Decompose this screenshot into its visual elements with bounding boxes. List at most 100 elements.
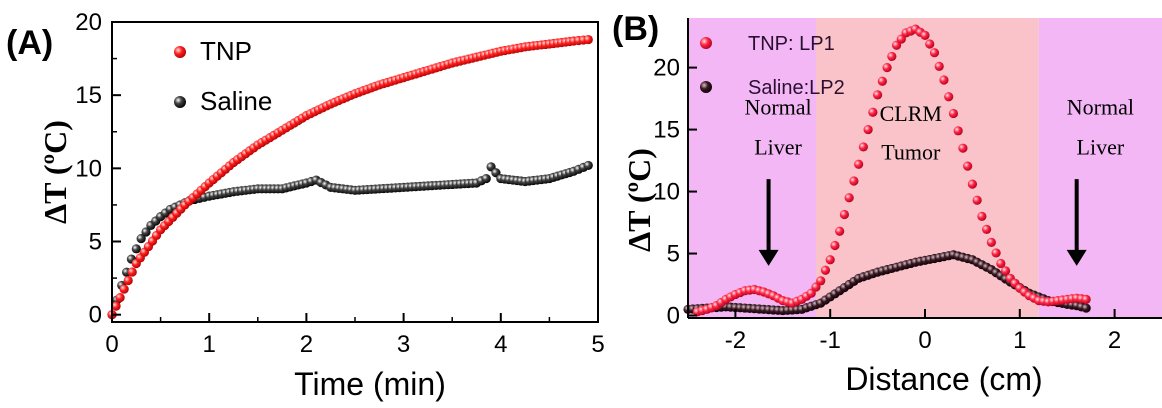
panel-b-legend: TNP: LP1 Saline:LP2 [700,33,845,99]
data-point-tnp-lp1 [925,39,935,49]
series-tnp-lp1 [692,24,1091,317]
data-point-tnp-lp1 [887,51,897,62]
data-point-tnp [115,293,125,303]
annotation-text: Liver [1077,134,1125,159]
data-point-tnp-lp1 [873,90,883,100]
region-normal-liver [1038,18,1162,318]
data-point-tnp-lp1 [1000,266,1011,276]
panel-b-y-axis-label: ΔT (ºC) [621,148,657,252]
data-point-tnp-lp1 [958,143,968,153]
annotation-text: CLRM [880,101,942,126]
annotation-text: Tumor [881,139,941,164]
data-point-tnp-lp1 [948,108,959,119]
data-point-tnp-lp1 [991,248,1001,258]
y-tick-label: 0 [89,302,102,329]
data-point-tnp-lp1 [830,240,840,251]
y-tick-label: 10 [653,179,680,206]
data-point-tnp-lp1 [986,237,996,247]
data-point-saline-lp2 [1081,303,1091,313]
x-tick-label: 5 [591,331,604,358]
data-point-tnp-lp1 [982,224,992,234]
annotation-text: Normal [744,95,811,120]
y-tick-label: 5 [667,241,680,268]
x-tick-label: 3 [397,331,410,358]
y-tick-label: 20 [75,9,102,36]
data-point-tnp-lp1 [1081,294,1091,305]
data-point-tnp-lp1 [863,124,873,135]
arrow-head [1066,249,1087,266]
y-tick-label: 15 [75,82,102,109]
data-point-tnp-lp1 [972,195,982,205]
data-point-tnp-lp1 [844,193,854,203]
data-point-tnp [119,284,129,294]
data-point-tnp-lp1 [816,276,826,286]
data-point-tnp-lp1 [934,61,944,71]
legend-marker-saline [174,96,186,108]
series-saline [107,160,593,320]
y-tick-label: 15 [653,117,680,144]
data-point-tnp-lp1 [849,176,859,186]
annotation-text: Liver [754,134,802,159]
panel-a-frame [111,21,599,323]
data-point-tnp [127,267,137,277]
x-tick-label: 2 [300,331,313,358]
data-point-tnp-lp1 [929,48,940,58]
arrow-head [758,249,779,266]
data-point-tnp-lp1 [825,255,835,265]
legend-entry-tnp-label: TNP [200,36,252,66]
x-tick-label: 1 [1013,327,1026,354]
annotation-text: Normal [1067,95,1134,120]
legend-marker-saline-lp2 [700,81,712,93]
legend-marker-tnp [174,46,186,58]
data-point-tnp-lp1 [882,62,892,73]
data-point-tnp-lp1 [944,92,954,102]
data-point-tnp-lp1 [868,107,878,117]
data-point-tnp-lp1 [977,211,987,221]
data-point-tnp-lp1 [839,209,850,220]
data-point-tnp [111,301,121,311]
panel-a-plot-area: 0 1 2 3 4 5 0 5 10 15 20 [75,9,604,358]
panel-b: (B) Normal Liver CLRM Tumor Normal Liver -2 -1 0… [612,10,1162,397]
data-point-saline [481,173,491,184]
data-point-saline [136,233,146,244]
data-point-tnp-lp1 [939,75,949,85]
region-tumor [815,18,1039,318]
legend-entry-saline-lp2-label: Saline:LP2 [748,77,845,99]
y-tick-label: 5 [89,229,102,256]
x-tick-label: 1 [203,331,216,358]
data-point-saline [583,160,593,171]
x-tick-label: 4 [494,331,507,358]
panel-a: (A) 0 1 2 3 4 5 0 5 10 15 20 ΔT (ºC) Time (min) TN… [6,9,605,402]
x-tick-label: -1 [820,327,841,354]
data-point-tnp-lp1 [967,179,978,189]
data-point-saline [141,227,151,237]
panel-b-plot-area: Normal Liver CLRM Tumor Normal Liver -2 -1 0 1 2 0 5… [653,18,1162,354]
data-point-tnp-lp1 [920,30,930,40]
y-tick-label: 10 [75,155,102,182]
data-point-tnp-lp1 [854,159,864,169]
series-tnp [107,34,593,320]
data-point-tnp-lp1 [820,265,831,275]
panel-a-label: (A) [6,24,53,62]
panel-b-label: (B) [612,10,659,48]
data-point-tnp-lp1 [953,126,963,136]
panel-a-x-axis-label: Time (min) [294,366,446,402]
data-point-tnp [583,34,593,45]
data-point-tnp-lp1 [858,142,868,152]
panel-a-legend: TNP Saline [174,36,272,116]
data-point-tnp-lp1 [996,258,1006,269]
x-tick-label: -2 [725,327,746,354]
legend-entry-saline-label: Saline [200,86,272,116]
y-tick-label: 0 [667,303,680,330]
data-point-tnp [123,275,133,286]
x-tick-label: 2 [1108,327,1121,354]
data-point-saline [131,244,141,254]
legend-entry-tnp-lp1-label: TNP: LP1 [748,33,835,55]
panel-b-x-axis-label: Distance (cm) [845,361,1042,397]
x-tick-label: 0 [105,331,118,358]
panel-a-y-axis-label: ΔT (ºC) [37,120,73,224]
data-point-tnp-lp1 [963,161,973,171]
x-tick-label: 0 [918,327,931,354]
region-normal-liver [688,18,816,318]
